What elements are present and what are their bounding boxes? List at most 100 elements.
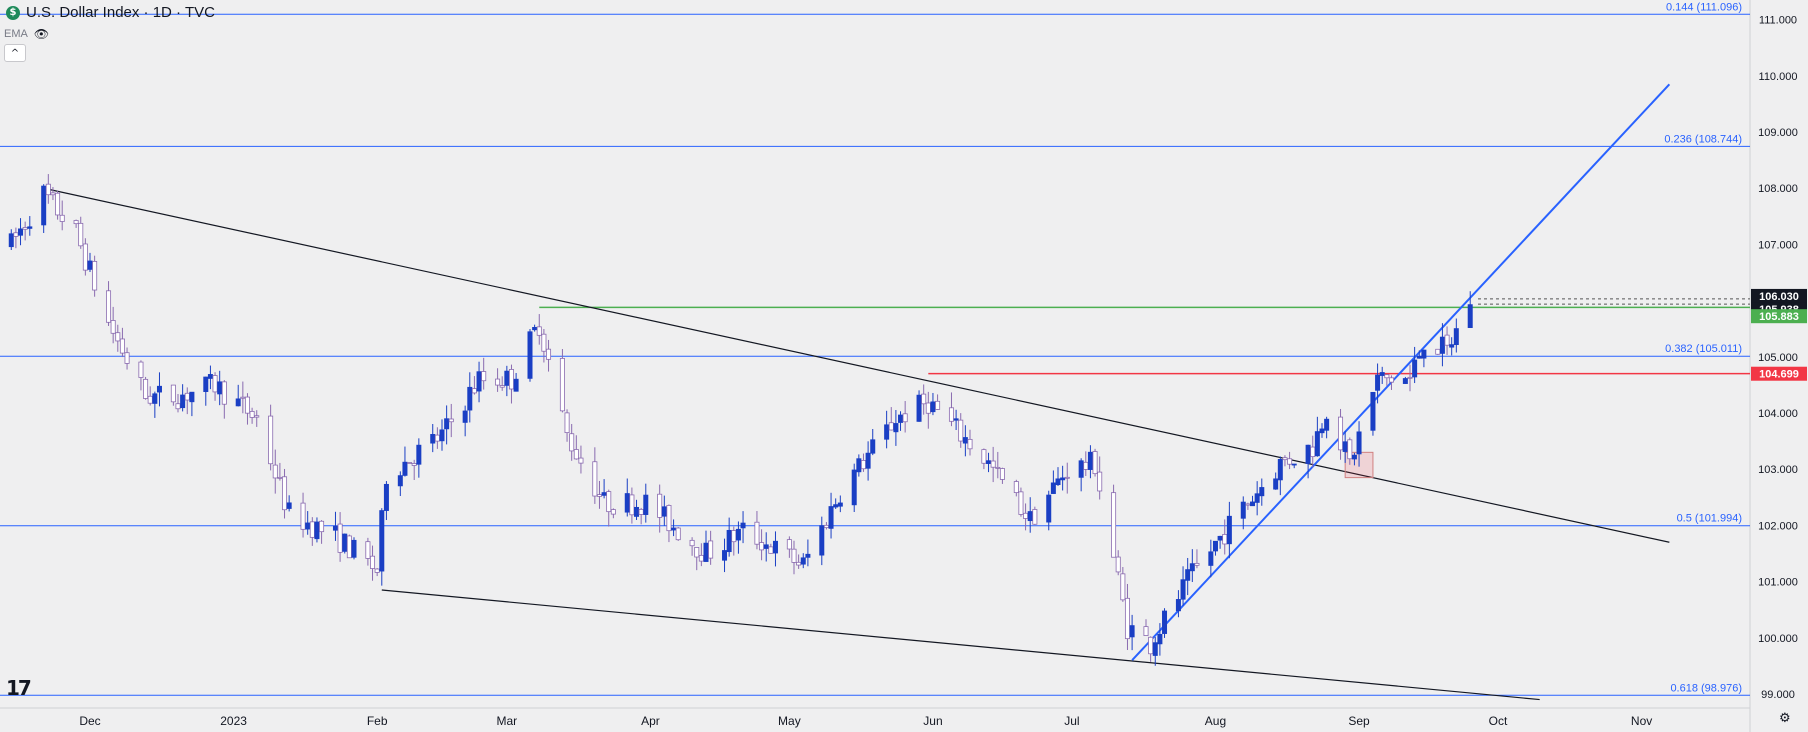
eye-crossed-icon[interactable]: 👁: [33, 27, 50, 41]
candle-body: [657, 493, 663, 518]
candle: [740, 511, 746, 544]
candle-body: [1097, 471, 1103, 492]
candle-body: [763, 544, 769, 549]
candle: [805, 539, 811, 567]
x-tick-label: Apr: [641, 714, 660, 728]
candle-body: [1060, 477, 1066, 481]
candle-body: [1370, 391, 1376, 431]
candle: [596, 480, 602, 509]
candle-body: [212, 375, 218, 393]
candle: [851, 463, 857, 513]
candle: [759, 529, 765, 561]
fib-level-label: 0.382 (105.011): [1665, 343, 1742, 355]
candle-body: [916, 394, 922, 422]
candle: [244, 393, 250, 425]
gear-icon[interactable]: ⚙: [1779, 711, 1791, 726]
candle-body: [578, 457, 584, 464]
candle-body: [888, 422, 894, 431]
tradingview-logo: 17: [6, 676, 32, 700]
candle: [18, 218, 24, 246]
candle: [578, 445, 584, 474]
candle-body: [1194, 562, 1200, 566]
candle: [1388, 375, 1394, 390]
candle-body: [1416, 355, 1422, 359]
candle: [319, 520, 325, 544]
candle: [476, 361, 482, 403]
candle: [41, 184, 47, 233]
candle-body: [1347, 439, 1353, 460]
candle-body: [990, 460, 996, 468]
candle: [254, 410, 260, 427]
candle: [1018, 487, 1024, 517]
candle-body: [1208, 551, 1214, 566]
candle: [513, 372, 519, 392]
candle-body: [319, 520, 325, 533]
candle-body: [634, 506, 640, 517]
candle: [898, 411, 904, 431]
candle: [221, 380, 227, 419]
candle-body: [1120, 573, 1126, 601]
candle: [1407, 364, 1413, 392]
candle-body: [184, 392, 190, 401]
candle-body: [1342, 441, 1348, 452]
time-axis: [0, 708, 1750, 732]
candle-body: [754, 521, 760, 545]
candle-body: [995, 466, 1001, 469]
candle: [235, 384, 241, 407]
chevron-up-icon[interactable]: ^: [4, 44, 26, 62]
symbol-title[interactable]: U.S. Dollar Index · 1D · TVC: [26, 4, 215, 21]
candle: [240, 381, 246, 414]
plot-area: [0, 0, 1750, 708]
x-tick-label: Feb: [367, 714, 388, 728]
y-tick-label: 104.000: [1758, 408, 1798, 420]
candle-body: [796, 561, 802, 566]
candle: [1435, 348, 1441, 355]
candle: [1175, 590, 1181, 618]
candle: [504, 365, 510, 397]
candle-body: [513, 378, 519, 392]
candle-body: [124, 352, 130, 364]
candle: [990, 446, 996, 483]
candle: [930, 392, 936, 416]
candle-body: [629, 494, 635, 516]
candle: [50, 187, 56, 201]
candle-body: [407, 462, 413, 464]
candle-body: [819, 525, 825, 556]
candle-body: [286, 502, 292, 509]
candle: [962, 425, 968, 457]
candle: [573, 435, 579, 460]
candle-body: [416, 444, 422, 465]
candle-body: [1277, 459, 1283, 481]
candle-body: [82, 243, 88, 271]
candle-body: [722, 550, 728, 561]
candle: [694, 547, 700, 571]
candle-body: [309, 521, 315, 538]
candle-body: [1115, 556, 1121, 573]
candle: [143, 376, 149, 400]
candle-body: [1162, 610, 1168, 634]
candle-body: [92, 261, 98, 291]
candle-body: [606, 491, 612, 513]
y-tick-label: 111.000: [1759, 15, 1797, 27]
candle: [1087, 445, 1093, 479]
candle-body: [383, 483, 389, 511]
candle-body: [1384, 374, 1390, 379]
candle-body: [1013, 481, 1019, 494]
candle: [1370, 391, 1376, 436]
candle-body: [689, 539, 695, 547]
indicator-label[interactable]: EMA: [4, 28, 28, 40]
candle: [1467, 291, 1473, 328]
candle-body: [189, 391, 195, 403]
candle-body: [1050, 482, 1056, 494]
candle: [1143, 619, 1149, 636]
candle: [1324, 416, 1330, 439]
candle: [1449, 337, 1455, 356]
candle-body: [823, 524, 829, 529]
candle: [249, 407, 255, 424]
candle: [407, 462, 413, 464]
candle: [1212, 540, 1218, 556]
candle-body: [1250, 501, 1256, 507]
y-tick-label: 107.000: [1758, 239, 1798, 251]
candle-body: [1449, 344, 1455, 348]
